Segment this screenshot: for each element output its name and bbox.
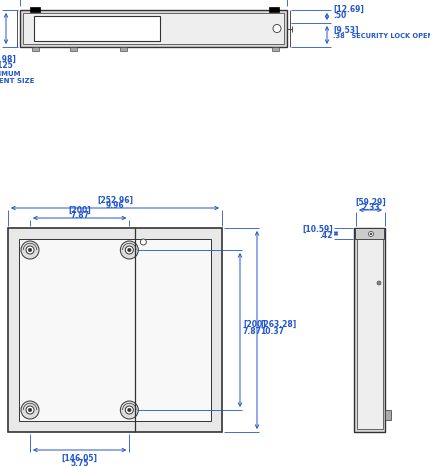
Circle shape: [26, 246, 34, 254]
Bar: [354, 228, 383, 239]
Text: EQUIPMENT SIZE: EQUIPMENT SIZE: [0, 78, 34, 84]
Text: 7.87: 7.87: [243, 326, 261, 335]
Text: [200]: [200]: [243, 319, 265, 328]
Text: [10.59]: [10.59]: [301, 225, 332, 234]
Text: [146.05]: [146.05]: [61, 453, 98, 462]
Text: .50: .50: [332, 10, 345, 20]
Bar: [353, 228, 384, 432]
Text: [252.96]: [252.96]: [97, 196, 133, 205]
Text: .42: .42: [319, 232, 332, 241]
Circle shape: [125, 246, 133, 254]
Bar: [8, 228, 221, 432]
Bar: [19, 239, 211, 421]
Circle shape: [368, 232, 373, 236]
Text: 2.33: 2.33: [360, 204, 379, 212]
Bar: [34, 16, 160, 41]
Bar: [271, 47, 278, 51]
Circle shape: [21, 401, 39, 419]
Circle shape: [28, 248, 32, 252]
Circle shape: [120, 401, 138, 419]
Circle shape: [127, 408, 131, 412]
Bar: [268, 7, 278, 12]
Circle shape: [21, 241, 39, 259]
Text: [263.28]: [263.28]: [259, 319, 295, 328]
Text: 10.37: 10.37: [259, 326, 283, 335]
Bar: [70, 47, 77, 51]
Circle shape: [369, 233, 371, 235]
Text: [53.98]: [53.98]: [0, 55, 16, 64]
Circle shape: [28, 408, 32, 412]
Text: 5.75: 5.75: [70, 460, 89, 467]
Bar: [32, 47, 39, 51]
Text: [200]: [200]: [68, 205, 91, 214]
Text: .38   SECURITY LOCK OPENING: .38 SECURITY LOCK OPENING: [332, 33, 430, 39]
Bar: [23, 13, 283, 44]
Bar: [30, 7, 40, 12]
Text: 2.125: 2.125: [0, 62, 13, 71]
Bar: [20, 10, 286, 47]
Circle shape: [125, 406, 133, 414]
Circle shape: [376, 281, 380, 285]
Circle shape: [127, 248, 131, 252]
Text: MAXIMUM: MAXIMUM: [0, 71, 21, 77]
Bar: [120, 47, 127, 51]
Circle shape: [26, 406, 34, 414]
Circle shape: [120, 241, 138, 259]
Circle shape: [140, 239, 146, 245]
Circle shape: [272, 24, 280, 33]
Text: [12.69]: [12.69]: [332, 5, 363, 14]
Text: 9.96: 9.96: [105, 201, 124, 211]
Text: 7.87: 7.87: [70, 212, 89, 220]
Bar: [384, 410, 390, 420]
Bar: [356, 231, 382, 429]
Text: [59.29]: [59.29]: [354, 198, 385, 206]
Text: [9.53]: [9.53]: [332, 26, 358, 35]
